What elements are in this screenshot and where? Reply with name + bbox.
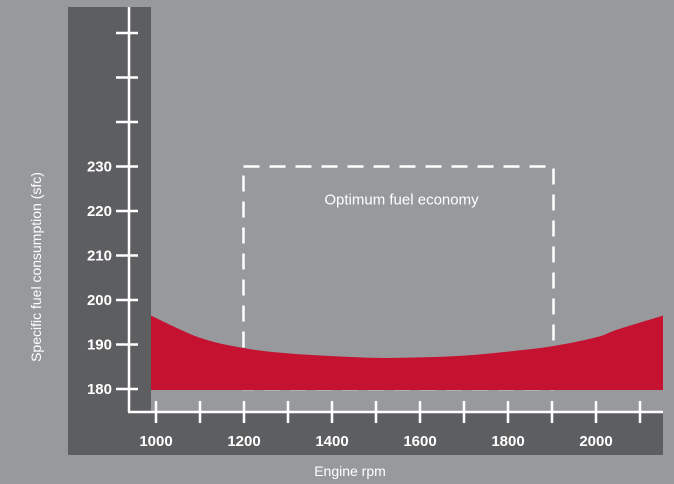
x-tick-label: 1400 [315, 433, 348, 450]
y-tick-label: 190 [87, 337, 112, 354]
sfc-curve-area [151, 315, 663, 390]
y-tick-label: 230 [87, 159, 112, 176]
y-tick-label: 180 [87, 381, 112, 398]
y-tick-label: 200 [87, 292, 112, 309]
x-tick-label: 2000 [579, 433, 612, 450]
x-tick-label: 1800 [491, 433, 524, 450]
x-tick-label: 1600 [403, 433, 436, 450]
optimum-economy-label: Optimum fuel economy [324, 192, 479, 209]
x-tick-label: 1200 [227, 433, 260, 450]
y-tick-label: 210 [87, 248, 112, 265]
x-axis-title: Engine rpm [314, 463, 386, 479]
x-tick-label: 1000 [139, 433, 172, 450]
y-axis-title: Specific fuel consumption (sfc) [28, 172, 44, 362]
x-axis-ticks: 1000 1200 1400 1600 1800 2000 [139, 401, 642, 450]
y-axis-ticks: 180 190 200 210 220 230 [87, 31, 138, 398]
y-tick-label: 220 [87, 203, 112, 220]
